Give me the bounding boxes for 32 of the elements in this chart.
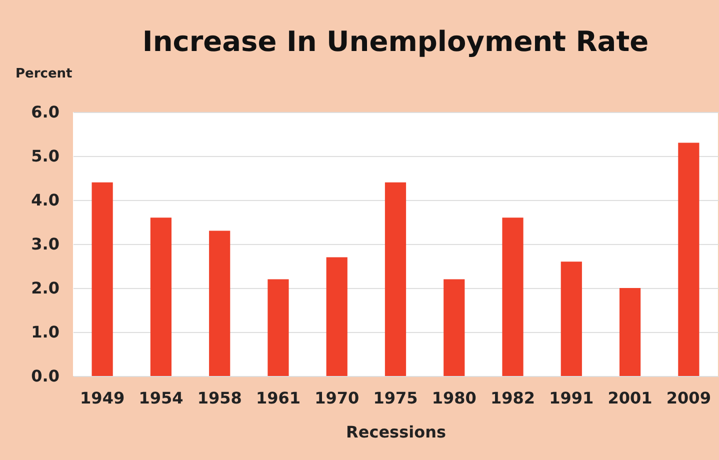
x-tick-label: 1991 — [549, 388, 594, 408]
bar — [268, 279, 289, 376]
x-tick-label: 1954 — [138, 388, 184, 408]
x-tick-label: 2001 — [608, 388, 652, 408]
y-tick-label: 2.0 — [31, 278, 60, 298]
x-tick-label: 1982 — [490, 388, 536, 408]
chart-title: Increase In Unemployment Rate — [142, 25, 649, 58]
bar — [384, 182, 406, 376]
bar — [678, 142, 700, 376]
x-tick-label: 1975 — [373, 388, 418, 408]
y-tick-label: 0.0 — [31, 366, 60, 386]
y-tick-label: 4.0 — [31, 190, 60, 210]
bar — [150, 218, 172, 376]
x-tick-label: 2009 — [666, 388, 711, 408]
bar — [619, 288, 641, 376]
bar — [326, 257, 348, 376]
x-tick-label: 1958 — [197, 388, 242, 408]
y-tick-label: 6.0 — [31, 102, 60, 122]
x-tick-label: 1949 — [80, 388, 125, 408]
x-tick-label: 1980 — [432, 388, 476, 408]
y-tick-label: 5.0 — [31, 146, 60, 166]
y-tick-label: 3.0 — [31, 234, 60, 254]
y-tick-label: 1.0 — [31, 322, 60, 342]
x-tick-label: 1961 — [256, 388, 300, 408]
bar — [209, 230, 230, 376]
bar — [502, 218, 524, 376]
x-tick-label: 1970 — [314, 388, 360, 408]
y-axis-title: Percent — [16, 66, 72, 82]
x-axis-title: Recessions — [346, 422, 446, 442]
bar — [92, 182, 113, 376]
bar — [560, 262, 582, 376]
bar — [444, 279, 465, 376]
